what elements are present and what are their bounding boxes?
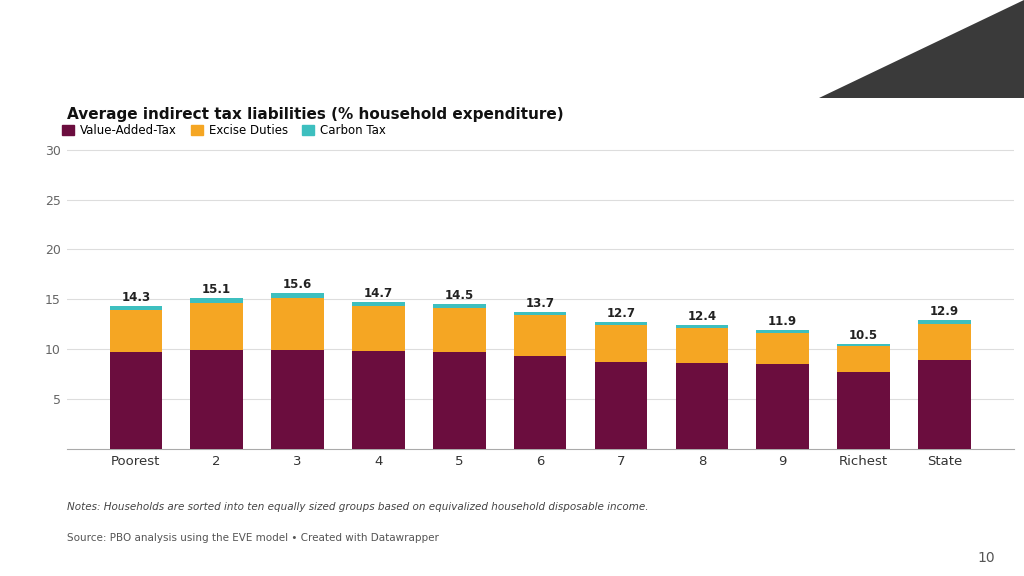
Bar	[271, 293, 324, 298]
Text: Notes: Households are sorted into ten equally sized groups based on equivalized : Notes: Households are sorted into ten eq…	[67, 502, 648, 511]
Bar	[110, 306, 162, 310]
Text: 11.9: 11.9	[768, 315, 798, 328]
Bar	[110, 310, 162, 353]
Polygon shape	[819, 0, 1024, 98]
Text: 14.5: 14.5	[444, 289, 474, 302]
Bar	[757, 331, 809, 334]
Bar	[433, 308, 485, 353]
Bar	[676, 328, 728, 363]
Bar	[514, 316, 566, 357]
Bar	[595, 325, 647, 362]
Text: 10: 10	[978, 551, 995, 564]
Bar	[919, 320, 971, 324]
Text: 14.3: 14.3	[121, 291, 151, 304]
Legend: Value-Added-Tax, Excise Duties, Carbon Tax: Value-Added-Tax, Excise Duties, Carbon T…	[62, 124, 386, 137]
Text: 12.4: 12.4	[687, 310, 717, 323]
Text: 15.6: 15.6	[283, 278, 312, 291]
Bar	[514, 312, 566, 316]
Text: 13.7: 13.7	[525, 297, 555, 310]
Bar	[595, 323, 647, 325]
Bar	[676, 363, 728, 449]
Bar	[757, 334, 809, 365]
Text: 10.5: 10.5	[849, 329, 879, 342]
Bar	[110, 353, 162, 449]
Bar	[271, 350, 324, 449]
Bar	[838, 344, 890, 346]
Text: Source: PBO analysis using the EVE model • Created with Datawrapper: Source: PBO analysis using the EVE model…	[67, 533, 438, 543]
Bar	[595, 362, 647, 449]
Bar	[352, 302, 404, 306]
Bar	[919, 361, 971, 449]
Bar	[838, 346, 890, 372]
Bar	[757, 365, 809, 449]
Bar	[919, 324, 971, 361]
Text: 12.9: 12.9	[930, 305, 959, 318]
Bar	[190, 304, 243, 350]
Bar	[433, 305, 485, 308]
Bar	[190, 350, 243, 449]
Bar	[433, 353, 485, 449]
Bar	[352, 306, 404, 351]
Text: 14.7: 14.7	[364, 287, 393, 300]
Bar	[352, 351, 404, 449]
Bar	[271, 298, 324, 350]
Text: ...less so when compared to aggregate expenditure: ...less so when compared to aggregate ex…	[86, 36, 856, 62]
Bar	[676, 325, 728, 328]
Text: 15.1: 15.1	[202, 283, 231, 296]
Text: Average indirect tax liabilities (% household expenditure): Average indirect tax liabilities (% hous…	[67, 107, 563, 122]
Bar	[514, 357, 566, 449]
Bar	[838, 372, 890, 449]
Text: 12.7: 12.7	[606, 307, 636, 320]
Bar	[190, 298, 243, 304]
